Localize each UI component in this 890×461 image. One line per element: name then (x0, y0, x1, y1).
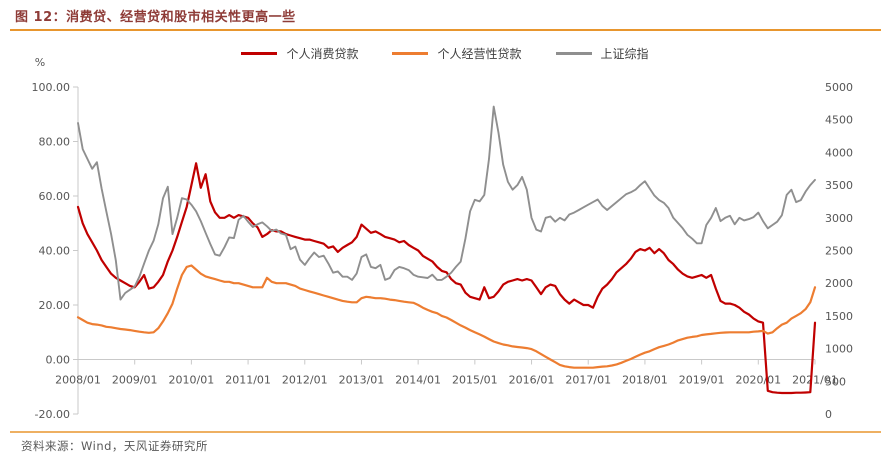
x-axis-tick-label: 2020/01 (735, 374, 781, 387)
y-axis-right-tick-label: 1000 (825, 343, 853, 356)
x-axis-tick-label: 2014/01 (395, 374, 441, 387)
legend-item-sse-index: 上证综指 (555, 45, 649, 62)
x-axis-tick-label: 2019/01 (679, 374, 725, 387)
y-axis-left-tick-label: -20.00 (35, 408, 70, 421)
x-axis-tick-label: 2009/01 (112, 374, 158, 387)
legend-label: 上证综指 (600, 46, 649, 61)
y-axis-left-tick-label: 0.00 (46, 354, 71, 367)
y-axis-right-tick-label: 500 (825, 375, 846, 388)
x-axis-tick-label: 2010/01 (169, 374, 215, 387)
business-loans-line (76, 264, 817, 369)
y-axis-right-tick-label: 4500 (825, 114, 853, 127)
y-axis-right-tick-label: 1500 (825, 310, 853, 323)
y-axis-left-tick-label: 40.00 (39, 245, 71, 258)
source-divider-rule (10, 431, 881, 433)
sse-index-line (77, 105, 816, 301)
legend-item-consumer-loans: 个人消费贷款 (241, 45, 358, 62)
source-note: 资料来源：Wind，天风证券研究所 (21, 439, 208, 453)
y-axis-right-tick-label: 4000 (825, 146, 853, 159)
x-axis-tick-label: 2012/01 (282, 374, 328, 387)
business-loans-line-swatch (392, 51, 429, 55)
y-axis-right-tick-label: 2500 (825, 245, 853, 258)
y-axis-right-tick-label: 3500 (825, 179, 853, 192)
y-axis-left-tick-label: 100.00 (32, 81, 71, 94)
x-axis-tick-label: 2021/01 (792, 374, 838, 387)
legend-label: 个人经营性贷款 (437, 46, 522, 61)
legend-label: 个人消费贷款 (286, 46, 359, 61)
x-axis-tick-label: 2016/01 (509, 374, 555, 387)
consumer-loans-line-swatch (241, 51, 278, 55)
chart-legend: 个人消费贷款 个人经营性贷款 上证综指 (0, 44, 890, 62)
y-axis-right-tick-label: 5000 (825, 81, 853, 94)
y-axis-right-tick-label: 0 (825, 408, 832, 421)
y-axis-left-tick-label: 20.00 (39, 299, 71, 312)
x-axis-tick-label: 2008/01 (55, 374, 101, 387)
sse-index-line-swatch (555, 51, 592, 55)
x-axis-tick-label: 2017/01 (565, 374, 611, 387)
figure-title: 图 12：消费贷、经营贷和股市相关性更高一些 (15, 10, 296, 25)
title-divider-rule (10, 29, 881, 31)
x-axis-tick-label: 2011/01 (225, 374, 271, 387)
x-axis-tick-label: 2018/01 (622, 374, 668, 387)
y-axis-left-tick-label: 60.00 (39, 190, 71, 203)
consumer-loans-line (76, 162, 817, 395)
y-axis-right-tick-label: 2000 (825, 277, 853, 290)
y-axis-left-tick-label: 80.00 (39, 136, 71, 149)
legend-item-business-loans: 个人经营性贷款 (392, 45, 522, 62)
x-axis-tick-label: 2013/01 (339, 374, 385, 387)
y-axis-right-tick-label: 3000 (825, 212, 853, 225)
x-axis-tick-label: 2015/01 (452, 374, 498, 387)
